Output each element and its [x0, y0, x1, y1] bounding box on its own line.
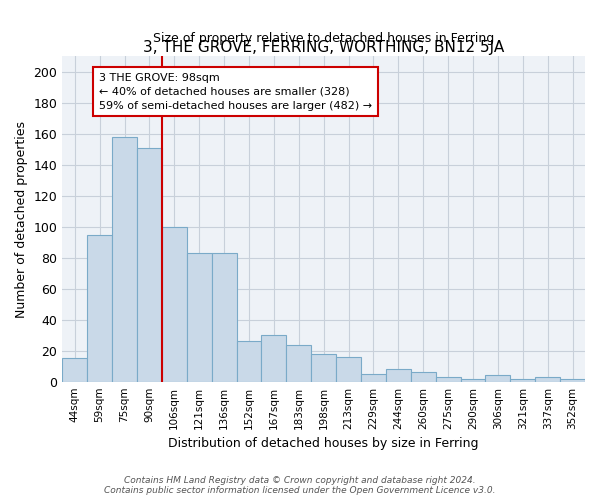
Bar: [236, 342, 262, 382]
Bar: [112, 137, 137, 382]
Bar: [262, 335, 286, 382]
Bar: [535, 377, 560, 382]
Bar: [485, 376, 511, 382]
Bar: [212, 253, 236, 382]
Bar: [511, 378, 535, 382]
Text: Contains HM Land Registry data © Crown copyright and database right 2024.
Contai: Contains HM Land Registry data © Crown c…: [104, 476, 496, 495]
Bar: [87, 234, 112, 382]
Bar: [286, 344, 311, 382]
Bar: [361, 374, 386, 382]
Title: 3, THE GROVE, FERRING, WORTHING, BN12 5JA: 3, THE GROVE, FERRING, WORTHING, BN12 5J…: [143, 40, 504, 56]
Bar: [461, 378, 485, 382]
Bar: [137, 148, 162, 382]
Bar: [560, 378, 585, 382]
Bar: [386, 370, 411, 382]
Bar: [336, 357, 361, 382]
Y-axis label: Number of detached properties: Number of detached properties: [15, 120, 28, 318]
Bar: [411, 372, 436, 382]
Text: Size of property relative to detached houses in Ferring: Size of property relative to detached ho…: [153, 32, 494, 45]
Bar: [62, 358, 87, 382]
Bar: [162, 227, 187, 382]
X-axis label: Distribution of detached houses by size in Ferring: Distribution of detached houses by size …: [169, 437, 479, 450]
Bar: [187, 253, 212, 382]
Text: 3 THE GROVE: 98sqm
← 40% of detached houses are smaller (328)
59% of semi-detach: 3 THE GROVE: 98sqm ← 40% of detached hou…: [99, 72, 372, 110]
Bar: [436, 377, 461, 382]
Bar: [311, 354, 336, 382]
